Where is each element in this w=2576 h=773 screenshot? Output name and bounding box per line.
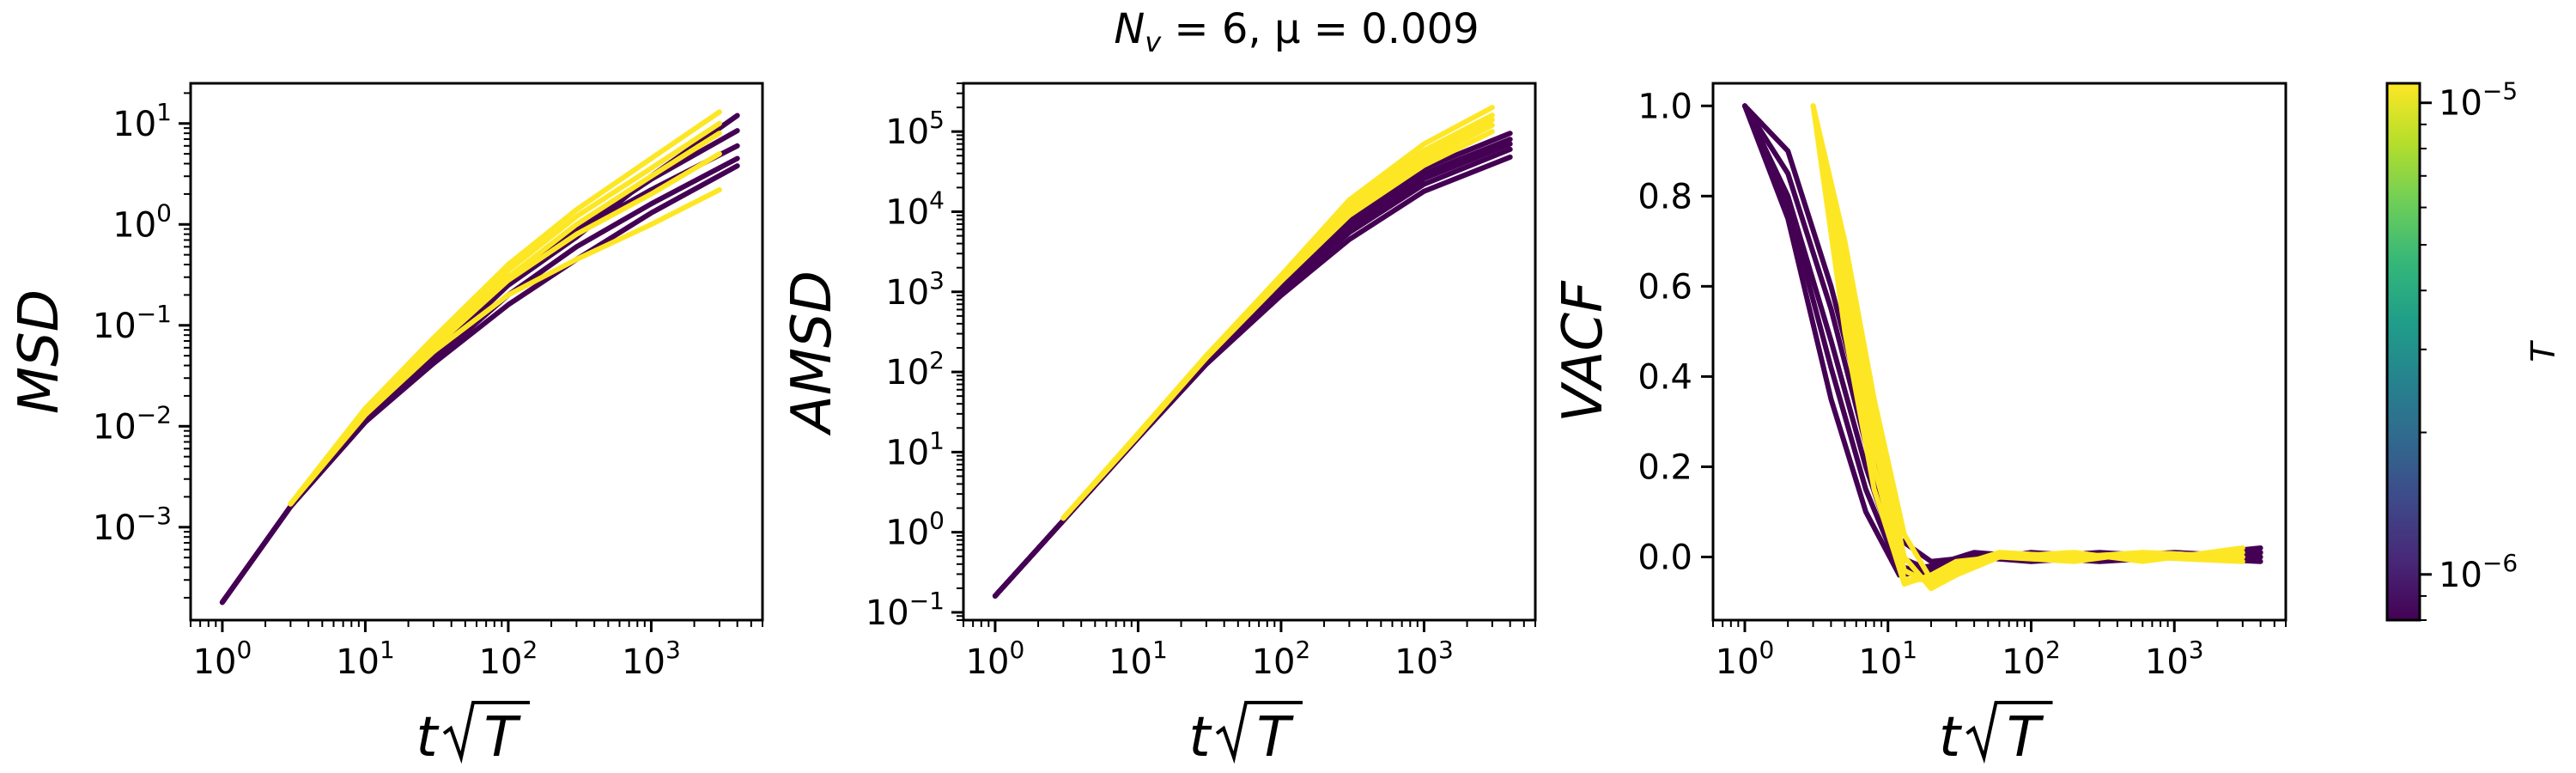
colorbar-tick-label: 10−5	[2439, 77, 2518, 124]
amsd-y-tick-label: 104	[885, 186, 945, 232]
amsd-series-line-2	[992, 141, 1513, 599]
amsd-y-tick-label: 100	[885, 507, 945, 553]
amsd-x-tick-label: 102	[1252, 636, 1311, 682]
colorbar-label: T	[2524, 340, 2562, 362]
svg-text:t: t	[1188, 706, 1212, 770]
msd-series-line-3	[219, 155, 740, 606]
vacf-x-tick-label: 100	[1716, 636, 1775, 682]
vacf-x-tick-label: 102	[2002, 636, 2061, 682]
msd-series-line-9	[288, 187, 722, 507]
msd-y-tick-label: 10−2	[93, 400, 172, 447]
msd-series-line-4	[219, 163, 740, 606]
msd-x-tick-label: 100	[193, 636, 252, 682]
msd-series-group	[219, 109, 740, 606]
vacf-series-line-9	[1810, 103, 2245, 587]
vacf-panel: 100 101 102 103 0.0 0.2 0.4 0.6 0.8 1.0 VACF t T	[1552, 82, 2287, 770]
msd-x-tick-label: 103	[622, 636, 681, 682]
svg-text:T: T	[2007, 706, 2044, 770]
amsd-series-line-3	[992, 146, 1513, 599]
vacf-y-tick-label: 0.8	[1637, 177, 1692, 216]
vacf-y-tick-label: 1.0	[1637, 87, 1692, 126]
amsd-panel: 100 101 102 103 10−1 100 101 102 103 104 105 AMSD t T	[781, 82, 1537, 770]
msd-x-tick-label: 101	[336, 636, 395, 682]
msd-series-line-0	[219, 143, 740, 606]
amsd-y-tick-label: 103	[885, 266, 945, 313]
msd-y-axis-label: MSD	[8, 289, 71, 414]
msd-y-tick-label: 10−1	[93, 300, 172, 346]
msd-y-tick-label: 10−3	[93, 502, 172, 548]
colorbar-gradient	[2385, 82, 2421, 622]
vacf-y-tick-label: 0.6	[1637, 267, 1692, 307]
svg-text:t: t	[1939, 706, 1963, 770]
amsd-x-tick-label: 103	[1394, 636, 1454, 682]
msd-series-line-6	[288, 120, 722, 507]
colorbar-tick-label: 10−6	[2439, 549, 2518, 595]
vacf-y-axis-label: VACF	[1552, 280, 1615, 423]
amsd-series-line-4	[992, 154, 1513, 599]
msd-series-line-8	[288, 151, 722, 507]
amsd-y-tick-label: 105	[885, 106, 945, 152]
vacf-axes-frame	[1711, 82, 2287, 622]
vacf-x-tick-label: 103	[2145, 636, 2204, 682]
vacf-y-tick-label: 0.0	[1637, 538, 1692, 577]
msd-panel: 100 101 102 103 10−3 10−2 10−1 100 101 MSD t T	[8, 82, 764, 770]
svg-text:T: T	[483, 706, 521, 770]
figure-title: Nv = 6, μ = 0.009	[1114, 5, 1479, 58]
amsd-x-tick-label: 100	[966, 636, 1025, 682]
msd-x-tick-label: 102	[479, 636, 538, 682]
msd-y-tick-label: 100	[112, 198, 172, 245]
amsd-y-tick-label: 102	[885, 346, 945, 393]
msd-y-tick-label: 101	[112, 98, 172, 144]
vacf-y-tick-label: 0.2	[1637, 447, 1692, 487]
vacf-series-group	[1742, 103, 2263, 592]
amsd-x-tick-label: 101	[1109, 636, 1168, 682]
amsd-series-line-9	[1060, 129, 1495, 521]
svg-text:t: t	[416, 706, 440, 770]
colorbar: 10−5 10−6 T	[2385, 77, 2562, 622]
amsd-series-line-1	[992, 137, 1513, 599]
svg-text:T: T	[1256, 706, 1294, 770]
vacf-y-tick-label: 0.4	[1637, 357, 1692, 397]
amsd-series-group	[992, 105, 1513, 599]
amsd-y-tick-label: 101	[885, 426, 945, 472]
vacf-x-tick-label: 101	[1858, 636, 1917, 682]
amsd-series-line-0	[992, 131, 1513, 599]
amsd-y-tick-label: 10−1	[866, 587, 945, 633]
amsd-y-axis-label: AMSD	[781, 271, 844, 436]
